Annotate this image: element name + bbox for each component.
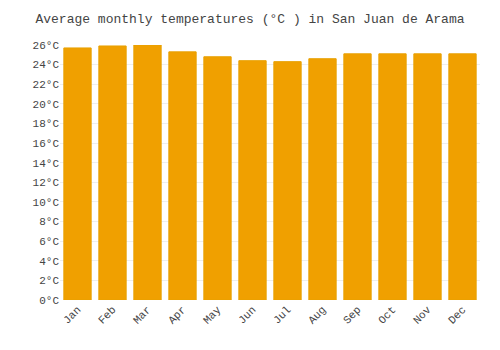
svg-text:6°C: 6°C	[39, 236, 59, 248]
svg-text:8°C: 8°C	[39, 216, 59, 228]
svg-text:Sep: Sep	[341, 304, 363, 326]
svg-text:Apr: Apr	[166, 304, 188, 326]
svg-text:12°C: 12°C	[33, 177, 60, 189]
svg-text:22°C: 22°C	[33, 79, 60, 91]
svg-text:18°C: 18°C	[33, 118, 60, 130]
svg-text:10°C: 10°C	[33, 197, 60, 209]
svg-text:Jan: Jan	[61, 304, 83, 326]
svg-text:2°C: 2°C	[39, 275, 59, 287]
svg-text:24°C: 24°C	[33, 59, 60, 71]
svg-text:May: May	[201, 304, 224, 327]
svg-text:Feb: Feb	[96, 304, 118, 326]
svg-text:0°C: 0°C	[39, 295, 59, 307]
svg-text:Mar: Mar	[131, 304, 153, 326]
svg-text:4°C: 4°C	[39, 256, 59, 268]
svg-text:20°C: 20°C	[33, 99, 60, 111]
svg-text:Average monthly temperatures (: Average monthly temperatures (°C ) in Sa…	[35, 12, 464, 27]
svg-text:Nov: Nov	[411, 304, 434, 327]
svg-text:Aug: Aug	[306, 304, 328, 326]
svg-text:Dec: Dec	[446, 304, 468, 326]
svg-text:Oct: Oct	[376, 304, 398, 326]
svg-text:26°C: 26°C	[33, 40, 60, 52]
svg-text:16°C: 16°C	[33, 138, 60, 150]
svg-text:Jul: Jul	[271, 304, 293, 326]
svg-text:14°C: 14°C	[33, 158, 60, 170]
svg-text:Jun: Jun	[236, 304, 258, 326]
